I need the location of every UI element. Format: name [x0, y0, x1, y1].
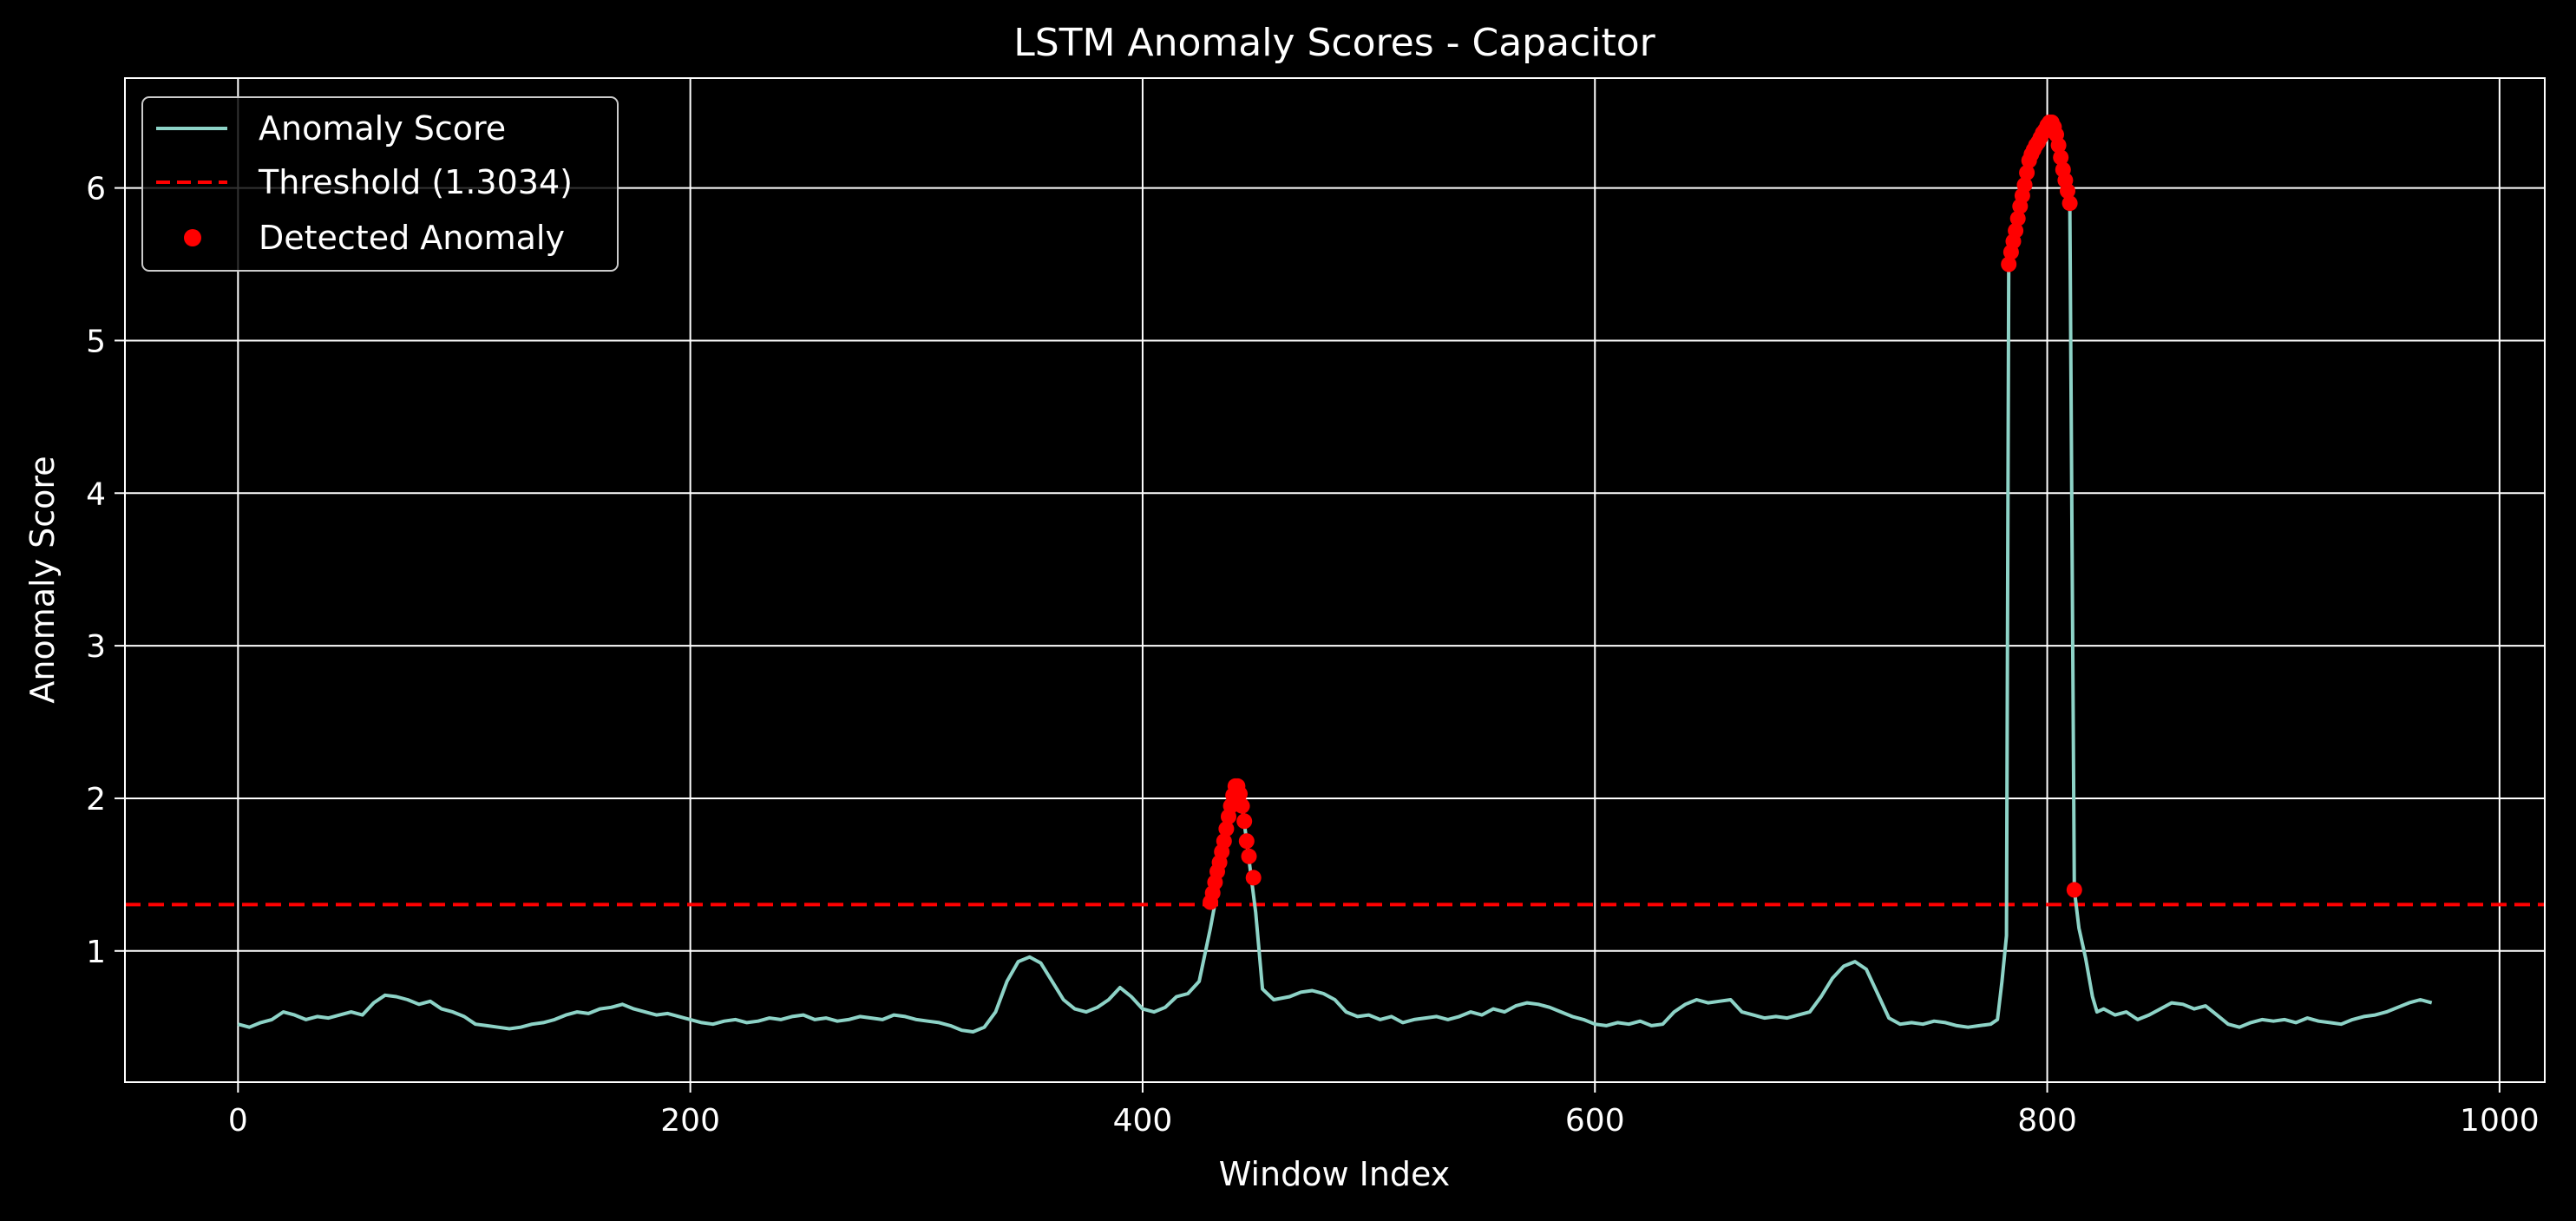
series-layer [237, 115, 2433, 1034]
y-tick-label: 1 [86, 935, 106, 970]
anomaly-score-line [237, 121, 2433, 1034]
legend-anomaly-label: Detected Anomaly [259, 219, 565, 257]
detected-anomaly-point [1218, 821, 1235, 837]
detected-anomaly-point [2009, 210, 2026, 226]
plot-frame [124, 77, 2546, 1083]
x-tick-label: 800 [2017, 1103, 2077, 1139]
y-axis-ticks: 1 2 3 4 5 6 [86, 172, 125, 970]
x-tick-label: 600 [1565, 1103, 1625, 1139]
detected-anomaly-point [1241, 848, 1257, 864]
detected-anomaly-point [2016, 177, 2033, 194]
legend: Anomaly Score Threshold (1.3034) Detecte… [141, 96, 619, 272]
detected-anomaly-point [2050, 137, 2067, 154]
y-tick-label: 6 [86, 172, 106, 207]
detected-anomaly-point [2061, 195, 2078, 212]
detected-anomaly-point [1234, 798, 1250, 814]
legend-threshold-label: Threshold (1.3034) [258, 163, 573, 201]
y-tick-label: 4 [86, 476, 106, 512]
y-tick-label: 2 [86, 782, 106, 817]
legend-anomaly-swatch [184, 229, 201, 246]
x-axis-label: Window Index [1219, 1155, 1451, 1193]
detected-anomaly-point [1232, 785, 1248, 802]
detected-anomaly-point [2008, 222, 2024, 239]
legend-score-label: Anomaly Score [259, 109, 506, 148]
x-tick-label: 1000 [2460, 1103, 2540, 1139]
detected-anomaly-point [1236, 813, 1253, 830]
y-tick-label: 3 [86, 629, 106, 665]
chart-title: LSTM Anomaly Scores - Capacitor [1013, 21, 1655, 65]
detected-anomaly-point [1245, 870, 1262, 886]
detected-anomaly-point [2019, 165, 2035, 181]
detected-anomaly-point [1216, 833, 1232, 850]
x-tick-label: 200 [660, 1103, 720, 1139]
detected-anomaly-point [2001, 256, 2017, 272]
x-tick-label: 400 [1113, 1103, 1173, 1139]
detected-anomaly-point [2053, 149, 2069, 166]
x-axis-ticks: 0 200 400 600 800 1000 [228, 1082, 2540, 1139]
detected-anomaly-point [2066, 882, 2082, 898]
y-axis-label: Anomaly Score [23, 456, 62, 703]
detected-anomaly-point [2060, 183, 2075, 200]
y-tick-label: 5 [86, 324, 106, 359]
detected-anomaly-point [1238, 833, 1255, 850]
legend-box [141, 96, 619, 272]
grid-lines [125, 78, 2545, 1082]
x-tick-label: 0 [228, 1103, 248, 1139]
